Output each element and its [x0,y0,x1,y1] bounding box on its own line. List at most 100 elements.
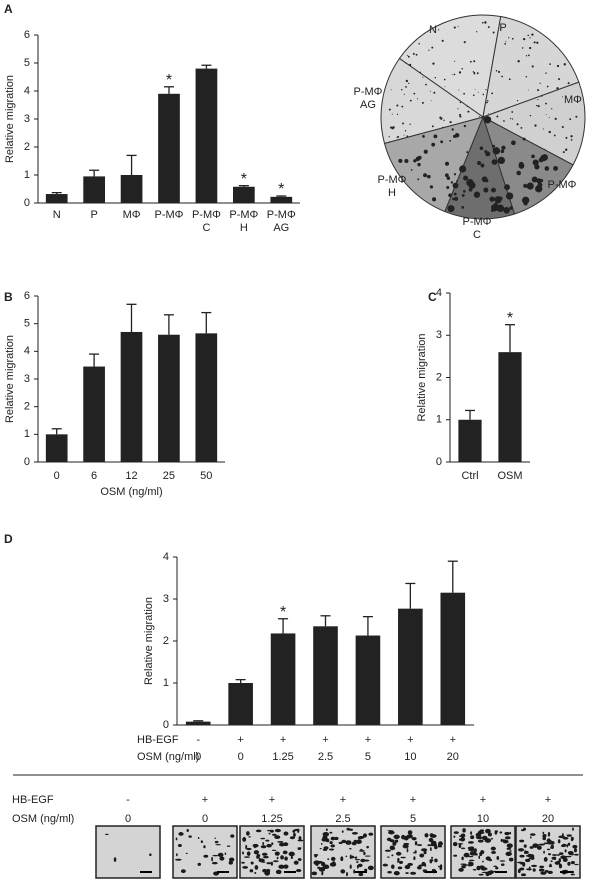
image-speck [466,151,469,154]
cell-blob [568,853,575,856]
cell-blob [297,858,302,862]
cell-blob [506,847,512,850]
image-speck [549,63,551,66]
image-speck [496,204,505,212]
image-speck [392,126,395,129]
cell-blob [476,865,481,871]
image-speck [567,82,570,85]
image-speck [538,157,544,163]
image-speck [511,140,516,146]
cell-blob [528,857,531,860]
cell-blob [393,870,400,876]
y-axis-label: Relative migration [143,597,155,685]
image-speck [468,187,473,192]
cell-blob [396,851,402,856]
image-speck [454,133,460,138]
image-sector [383,116,484,213]
cell-blob [186,828,189,833]
image-speck [556,64,560,68]
y-tick-label: 2 [24,401,30,413]
image-speck [405,62,407,64]
y-tick-label: 5 [24,318,30,330]
image-speck [492,144,495,148]
image-speck [415,53,418,56]
cell-blob [461,865,466,869]
cell-blob [550,844,554,849]
image-speck [404,130,407,132]
cell-blob [488,858,493,862]
image-speck [410,168,413,171]
image-speck [503,120,505,122]
y-tick-label: 0 [24,456,30,468]
row-name: OSM (ng/ml) [12,813,74,825]
image-speck [422,76,424,78]
bar [83,366,105,462]
cell-blob [429,859,434,862]
cell-blob [546,839,552,842]
image-sector [481,81,586,166]
cell-blob [529,833,536,836]
cell-blob [453,831,459,834]
cell-blob [219,856,225,861]
cell-blob [574,863,579,866]
cell-blob [548,853,552,856]
bar [228,683,253,725]
cell-blob [417,844,422,846]
image-speck [540,95,542,97]
x-axis-label: OSM (ng/ml) [100,486,162,498]
image-speck [446,185,450,189]
cell-blob [539,865,545,869]
cell-blob [480,866,488,871]
cell-blob [244,856,250,858]
cell-blob [478,855,481,859]
image-speck [432,197,437,202]
cell-blob [388,830,395,835]
image-speck [456,180,458,182]
image-speck [452,182,459,189]
bar [195,333,218,462]
row-label: 2.5 [335,813,350,825]
image-speck [492,31,495,34]
cell-blob [354,856,358,859]
cell-blob [359,863,362,866]
image-speck [459,165,467,173]
panel-label: A [4,2,13,16]
image-speck [483,187,489,193]
cell-blob [214,840,219,844]
image-speck [423,173,428,178]
cell-blob [508,857,514,862]
image-speck [429,185,434,189]
bar [45,194,68,203]
cell-blob [176,853,178,857]
y-tick-label: 2 [436,371,442,383]
image-speck [501,75,503,78]
cell-blob [272,860,279,863]
cell-blob [298,836,302,841]
image-speck [486,99,489,102]
cell-blob [556,854,560,856]
cell-blob [562,836,569,840]
image-speck [446,176,451,180]
cell-blob [468,848,475,852]
image-speck [404,159,409,164]
image-speck [445,161,450,166]
sector-label: H [388,187,396,199]
cell-blob [230,834,235,838]
cell-blob [386,856,390,858]
cell-blob [319,847,322,850]
cell-blob [552,854,557,856]
cell-blob [274,828,281,833]
image-sector [482,115,574,215]
bar [120,331,143,462]
cell-blob [560,855,567,859]
image-speck [500,28,502,30]
cell-blob [509,850,512,852]
y-tick-label: 4 [24,345,30,357]
cell-blob [468,855,474,858]
sector-label: MΦ [564,94,582,106]
image-speck [388,108,391,111]
cell-blob [523,844,527,848]
image-speck [477,91,479,93]
cell-blob [401,834,406,840]
cell-blob [421,848,428,852]
